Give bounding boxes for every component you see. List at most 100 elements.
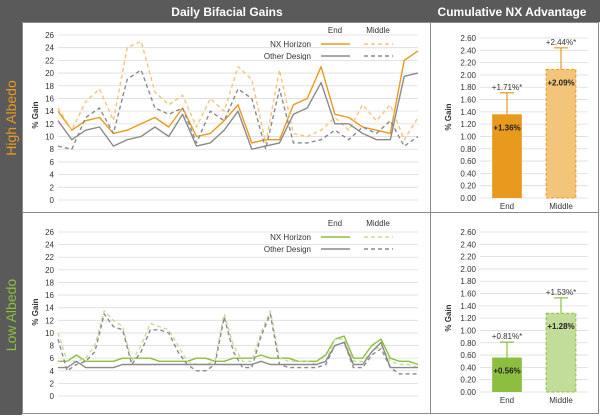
row-label-low-albedo: Low Albedo (3, 279, 19, 352)
y-tick-label: 0.00 (460, 388, 476, 397)
y-tick-label: 2.60 (460, 228, 476, 237)
bar-value-label: +0.56% (493, 367, 520, 376)
error-upper-label: +2.44%* (546, 38, 576, 47)
bar-value-label: +2.09% (547, 78, 574, 87)
y-tick-label: 1.40 (460, 302, 476, 311)
y-tick-label: 4 (50, 171, 55, 180)
y-tick-label: 0 (50, 392, 55, 401)
low-albedo-line-chart: % Gain End Middle NX Horizon Other Desig… (31, 219, 419, 401)
error-upper-label: +0.81%* (492, 332, 522, 341)
legend-other-design: Other Design (264, 245, 311, 254)
y-tick-label: 1.80 (460, 277, 476, 286)
y-tick-label: 0.40 (460, 363, 476, 372)
y-tick-label: 0.80 (460, 145, 476, 154)
x-tick-label: Middle (549, 396, 573, 405)
y-tick-label: 1.40 (460, 108, 476, 117)
legend-nx-horizon: NX Horizon (270, 40, 311, 49)
legend-other-design: Other Design (264, 52, 311, 61)
error-upper-label: +1.71%* (492, 83, 522, 92)
y-tick-label: 10 (45, 329, 54, 338)
y-tick-label: 18 (45, 278, 54, 287)
y-tick-label: 20 (45, 69, 54, 78)
high-albedo-line-chart: % Gain End Middle NX Horizon Other Desig… (31, 26, 419, 205)
y-tick-label: 8 (50, 342, 55, 351)
legend-col-middle: Middle (366, 219, 390, 228)
series-line (58, 341, 418, 369)
y-tick-label: 2 (50, 379, 55, 388)
y-tick-label: 0.20 (460, 376, 476, 385)
y-tick-label: 0.60 (460, 157, 476, 166)
y-tick-label: 12 (45, 316, 54, 325)
high-albedo-bar-chart: % Gain 0.00 0.20 0.40 0.60 0.80 1.00 1.20 1.40 1… (444, 34, 588, 211)
series-line (57, 313, 418, 375)
y-tick-label: 8 (50, 145, 55, 154)
y-tick-label: 1.60 (460, 96, 476, 105)
series-line (57, 50, 419, 144)
y-tick-label: 0.80 (460, 339, 476, 348)
legend: End Middle NX Horizon Other Design (264, 26, 393, 61)
y-tick-label: 16 (45, 94, 54, 103)
y-axis-label: % Gain (444, 304, 453, 331)
row-label-bar (0, 22, 22, 415)
legend-col-end: End (328, 26, 342, 35)
series-line (57, 69, 419, 150)
y-tick-label: 24 (45, 241, 54, 250)
y-tick-label: 16 (45, 291, 54, 300)
y-tick-label: 26 (45, 31, 54, 40)
line-charts-title: Daily Bifacial Gains (171, 5, 283, 19)
y-axis-label: % Gain (444, 103, 453, 130)
error-upper-label: +1.53%* (546, 288, 576, 297)
y-tick-label: 2.20 (460, 253, 476, 262)
y-tick-label: 12 (45, 120, 54, 129)
panel-low-bar (430, 212, 599, 414)
bar (545, 68, 577, 199)
legend: End Middle NX Horizon Other Design (264, 219, 393, 254)
x-tick-label: Middle (549, 202, 573, 211)
y-tick-label: 6 (50, 354, 55, 363)
bar-value-label: +1.28% (547, 322, 574, 331)
series-line (57, 310, 419, 369)
series-line (58, 335, 419, 366)
bar (492, 114, 522, 198)
bar (492, 357, 522, 392)
legend-col-end: End (328, 219, 342, 228)
y-tick-label: 24 (45, 44, 54, 53)
bar-value-label: +1.36% (493, 123, 520, 132)
y-tick-label: 14 (45, 304, 54, 313)
series-line (57, 72, 419, 150)
y-tick-label: 2 (50, 183, 55, 192)
y-tick-label: 1.60 (460, 290, 476, 299)
y-tick-label: 2.00 (460, 71, 476, 80)
y-tick-label: 1.00 (460, 132, 476, 141)
y-tick-label: 0.40 (460, 169, 476, 178)
y-axis-label: % Gain (31, 101, 40, 128)
y-tick-label: 1.80 (460, 83, 476, 92)
y-tick-label: 1.00 (460, 326, 476, 335)
y-tick-label: 0.00 (460, 194, 476, 203)
y-tick-label: 0 (50, 196, 55, 205)
y-axis-label: % Gain (31, 298, 40, 325)
row-label-high-albedo: High Albedo (3, 80, 19, 156)
y-tick-label: 2.40 (460, 46, 476, 55)
y-tick-label: 2.00 (460, 265, 476, 274)
y-tick-label: 14 (45, 107, 54, 116)
x-tick-label: End (500, 396, 514, 405)
y-tick-label: 6 (50, 158, 55, 167)
y-tick-label: 1.20 (460, 314, 476, 323)
y-tick-label: 0.60 (460, 351, 476, 360)
bar (545, 312, 577, 393)
legend-nx-horizon: NX Horizon (270, 233, 311, 242)
y-tick-label: 2.20 (460, 59, 476, 68)
legend-col-middle: Middle (366, 26, 390, 35)
y-tick-label: 0.20 (460, 182, 476, 191)
y-tick-label: 20 (45, 266, 54, 275)
low-albedo-bar-chart: % Gain 0.00 0.20 0.40 0.60 0.80 1.00 1.20 1.40 1… (444, 228, 588, 405)
y-tick-label: 18 (45, 82, 54, 91)
y-tick-label: 22 (45, 253, 54, 262)
series-line (57, 40, 419, 144)
y-tick-label: 2.60 (460, 34, 476, 43)
y-tick-label: 22 (45, 56, 54, 65)
y-tick-label: 26 (45, 228, 54, 237)
x-tick-label: End (500, 202, 514, 211)
